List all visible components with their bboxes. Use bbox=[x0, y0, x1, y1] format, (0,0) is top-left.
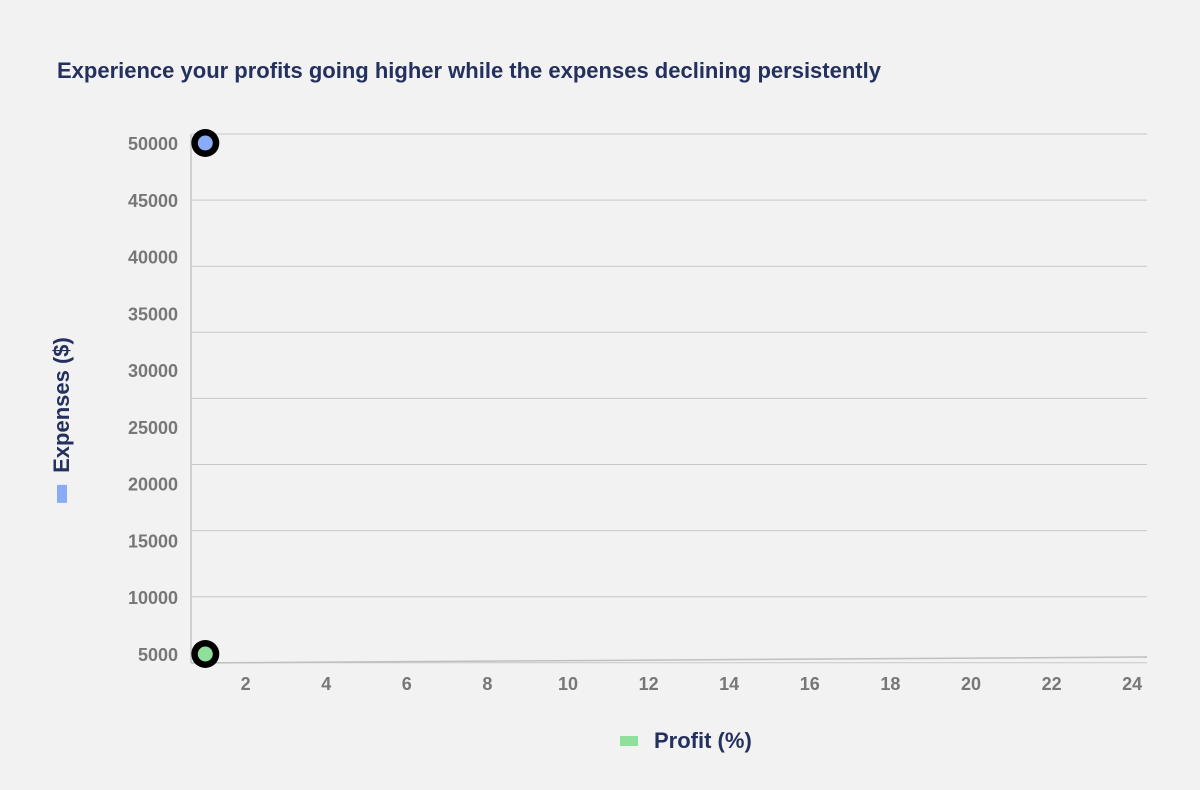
y-tick-label: 35000 bbox=[128, 304, 178, 324]
x-tick-label: 8 bbox=[482, 674, 492, 694]
x-tick-label: 4 bbox=[321, 674, 331, 694]
y-tick-label: 20000 bbox=[128, 475, 178, 495]
x-tick-label: 18 bbox=[880, 674, 900, 694]
y-tick-label: 10000 bbox=[128, 588, 178, 608]
x-axis-legend[interactable]: Profit (%) bbox=[620, 728, 752, 754]
profit-legend-swatch bbox=[620, 736, 638, 746]
data-point bbox=[197, 646, 213, 662]
x-tick-label: 12 bbox=[639, 674, 659, 694]
y-tick-label: 50000 bbox=[128, 134, 178, 154]
y-tick-label: 30000 bbox=[128, 361, 178, 381]
y-tick-label: 15000 bbox=[128, 531, 178, 551]
y-axis-title: Expenses ($) bbox=[49, 337, 74, 473]
chart-title: Experience your profits going higher whi… bbox=[57, 58, 881, 83]
x-tick-label: 16 bbox=[800, 674, 820, 694]
x-tick-label: 10 bbox=[558, 674, 578, 694]
x-tick-label: 2 bbox=[241, 674, 251, 694]
x-axis-title: Profit (%) bbox=[654, 728, 752, 753]
y-tick-label: 5000 bbox=[138, 645, 178, 665]
expenses-legend-swatch bbox=[57, 484, 67, 503]
y-tick-label: 25000 bbox=[128, 418, 178, 438]
y-tick-label: 45000 bbox=[128, 191, 178, 211]
data-point bbox=[197, 135, 213, 151]
x-tick-label: 14 bbox=[719, 674, 739, 694]
x-tick-label: 20 bbox=[961, 674, 981, 694]
x-tick-label: 24 bbox=[1122, 674, 1142, 694]
x-axis-line bbox=[190, 656, 1148, 664]
x-tick-label: 6 bbox=[402, 674, 412, 694]
y-tick-label: 40000 bbox=[128, 248, 178, 268]
x-tick-label: 22 bbox=[1042, 674, 1062, 694]
y-axis-legend[interactable]: Expenses ($) bbox=[49, 337, 75, 503]
